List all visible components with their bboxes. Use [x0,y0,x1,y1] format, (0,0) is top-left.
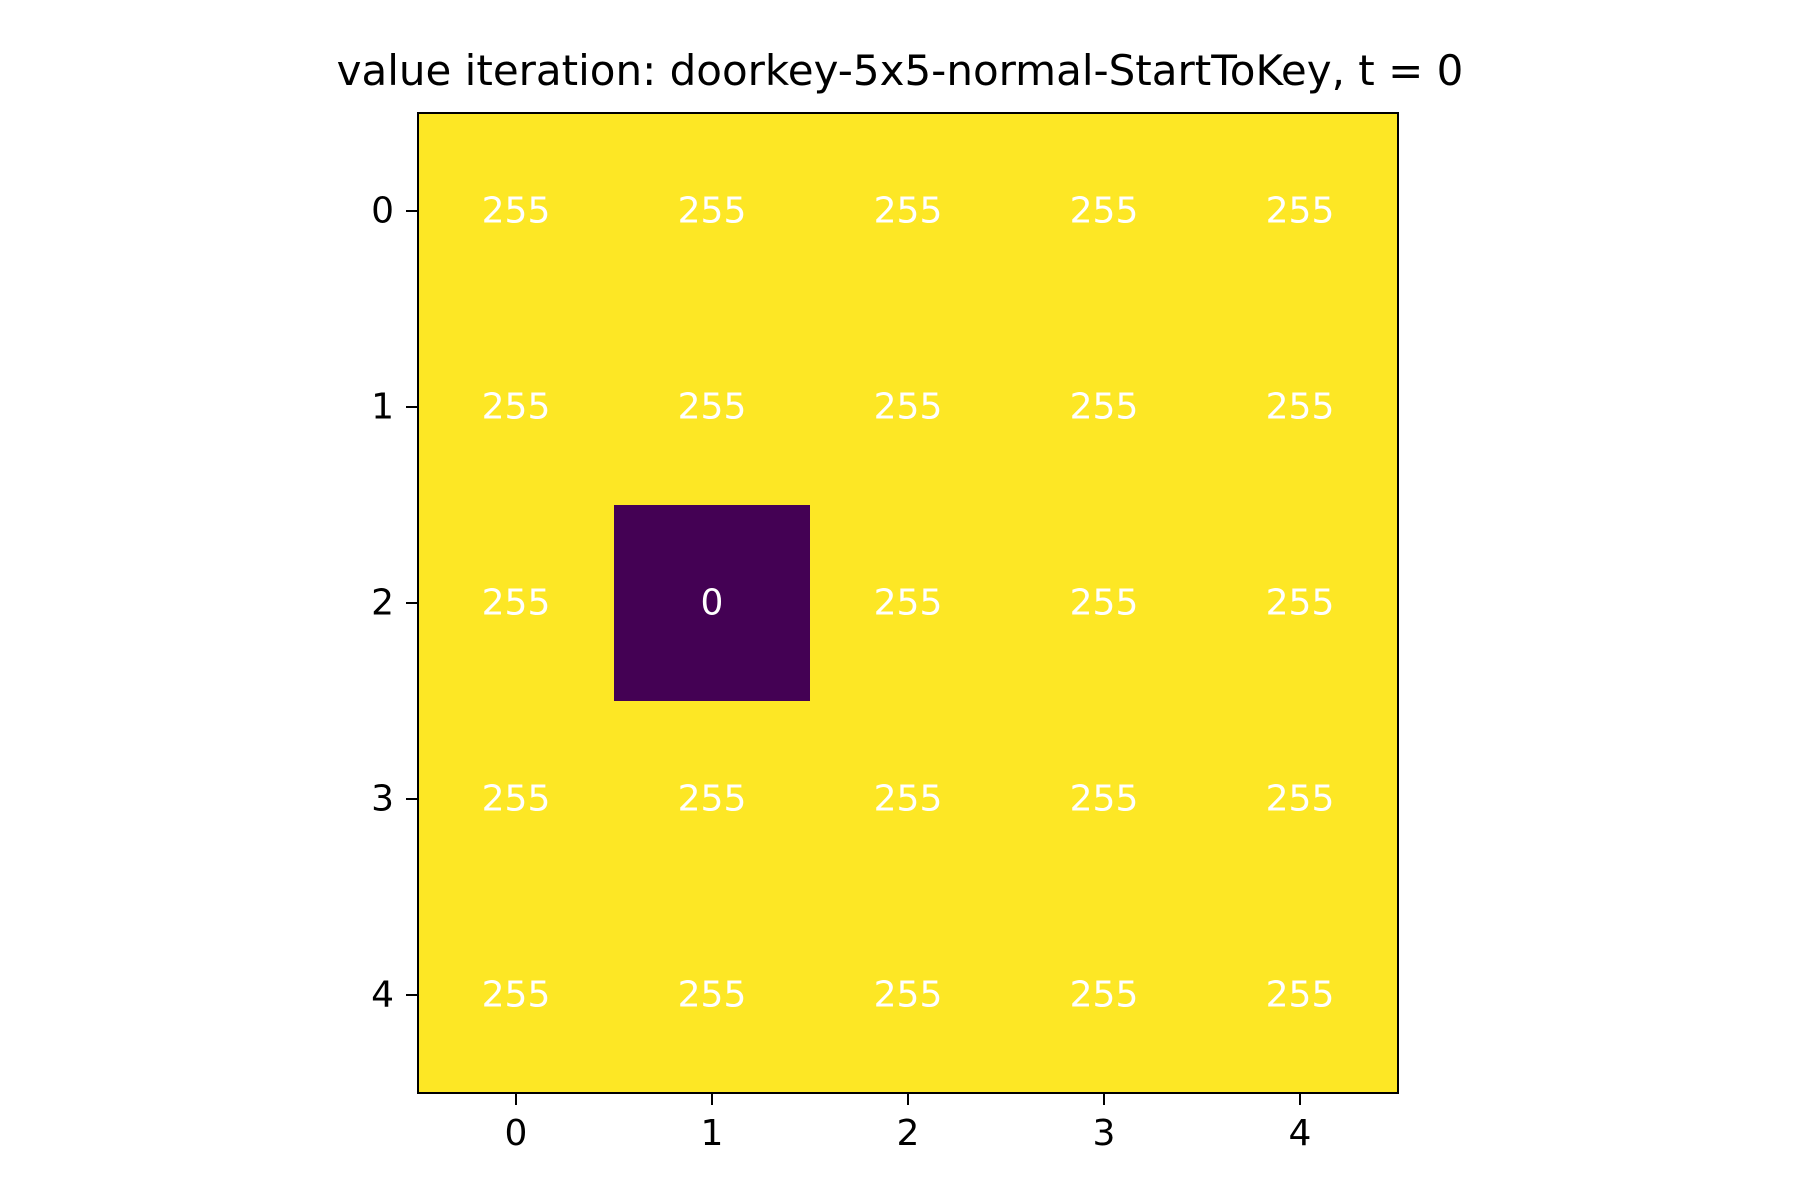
cell-value-label-r0-c2: 255 [874,191,943,232]
y-tick-label-4: 4 [371,975,394,1016]
heatmap-cell-r1-c4 [1202,309,1399,506]
heatmap-cell-r3-c4 [1202,701,1399,898]
heatmap-cell-r1-c1 [614,309,811,506]
cell-value-label-r2-c3: 255 [1070,583,1139,624]
cell-value-label-r0-c3: 255 [1070,191,1139,232]
heatmap-cell-r4-c4 [1202,897,1399,1094]
cell-value-label-r3-c0: 255 [482,779,551,820]
cell-value-label-r2-c0: 255 [482,583,551,624]
heatmap-cell-r2-c3 [1006,505,1203,702]
heatmap-cell-r4-c1 [614,897,811,1094]
cell-value-label-r2-c4: 255 [1266,583,1335,624]
heatmap-cell-r2-c4 [1202,505,1399,702]
x-axis: 0 1 2 3 4 [505,1093,1312,1154]
cell-value-label-r3-c4: 255 [1266,779,1335,820]
cell-value-label-r4-c4: 255 [1266,975,1335,1016]
heatmap-cell-r3-c1 [614,701,811,898]
heatmap-cell-r0-c1 [614,113,811,310]
cell-value-label-r1-c1: 255 [678,387,747,428]
chart-title: value iteration: doorkey-5x5-normal-Star… [337,46,1464,95]
cell-value-label-r0-c0: 255 [482,191,551,232]
cell-value-label-r1-c4: 255 [1266,387,1335,428]
x-tick-label-3: 3 [1093,1113,1116,1154]
cell-value-label-r1-c0: 255 [482,387,551,428]
cell-value-label-r3-c2: 255 [874,779,943,820]
heatmap-cell-r0-c4 [1202,113,1399,310]
heatmap-cell-r3-c0 [418,701,615,898]
cell-value-label-r4-c3: 255 [1070,975,1139,1016]
cell-value-label-r2-c1: 0 [701,583,724,624]
cell-value-label-r4-c2: 255 [874,975,943,1016]
y-tick-label-3: 3 [371,779,394,820]
x-tick-label-0: 0 [505,1113,528,1154]
heatmap-cell-r2-c1 [614,505,811,702]
cell-value-label-r4-c1: 255 [678,975,747,1016]
heatmap-cell-r1-c3 [1006,309,1203,506]
x-tick-label-2: 2 [897,1113,920,1154]
y-tick-label-2: 2 [371,583,394,624]
cell-value-label-r4-c0: 255 [482,975,551,1016]
x-tick-label-4: 4 [1289,1113,1312,1154]
heatmap-cell-r0-c0 [418,113,615,310]
cell-value-label-r0-c4: 255 [1266,191,1335,232]
cell-value-label-r0-c1: 255 [678,191,747,232]
cell-value-label-r1-c2: 255 [874,387,943,428]
heatmap-cell-r1-c2 [810,309,1007,506]
heatmap-cell-r3-c3 [1006,701,1203,898]
heatmap-cell-r2-c2 [810,505,1007,702]
heatmap-cell-r2-c0 [418,505,615,702]
cell-value-label-r3-c3: 255 [1070,779,1139,820]
heatmap-cells [418,113,1399,1094]
y-tick-label-1: 1 [371,387,394,428]
heatmap-cell-r3-c2 [810,701,1007,898]
heatmap-cell-r4-c2 [810,897,1007,1094]
heatmap-cell-r1-c0 [418,309,615,506]
x-tick-label-1: 1 [701,1113,724,1154]
heatmap-cell-r0-c2 [810,113,1007,310]
heatmap-cell-labels: 255 255 255 255 255 255 255 255 255 255 255 0 255 255… [482,191,1335,1016]
y-axis: 0 1 2 3 4 [371,191,418,1016]
y-tick-label-0: 0 [371,191,394,232]
cell-value-label-r1-c3: 255 [1070,387,1139,428]
heatmap-cell-r4-c0 [418,897,615,1094]
heatmap-cell-r0-c3 [1006,113,1203,310]
cell-value-label-r2-c2: 255 [874,583,943,624]
cell-value-label-r3-c1: 255 [678,779,747,820]
heatmap-cell-r4-c3 [1006,897,1203,1094]
